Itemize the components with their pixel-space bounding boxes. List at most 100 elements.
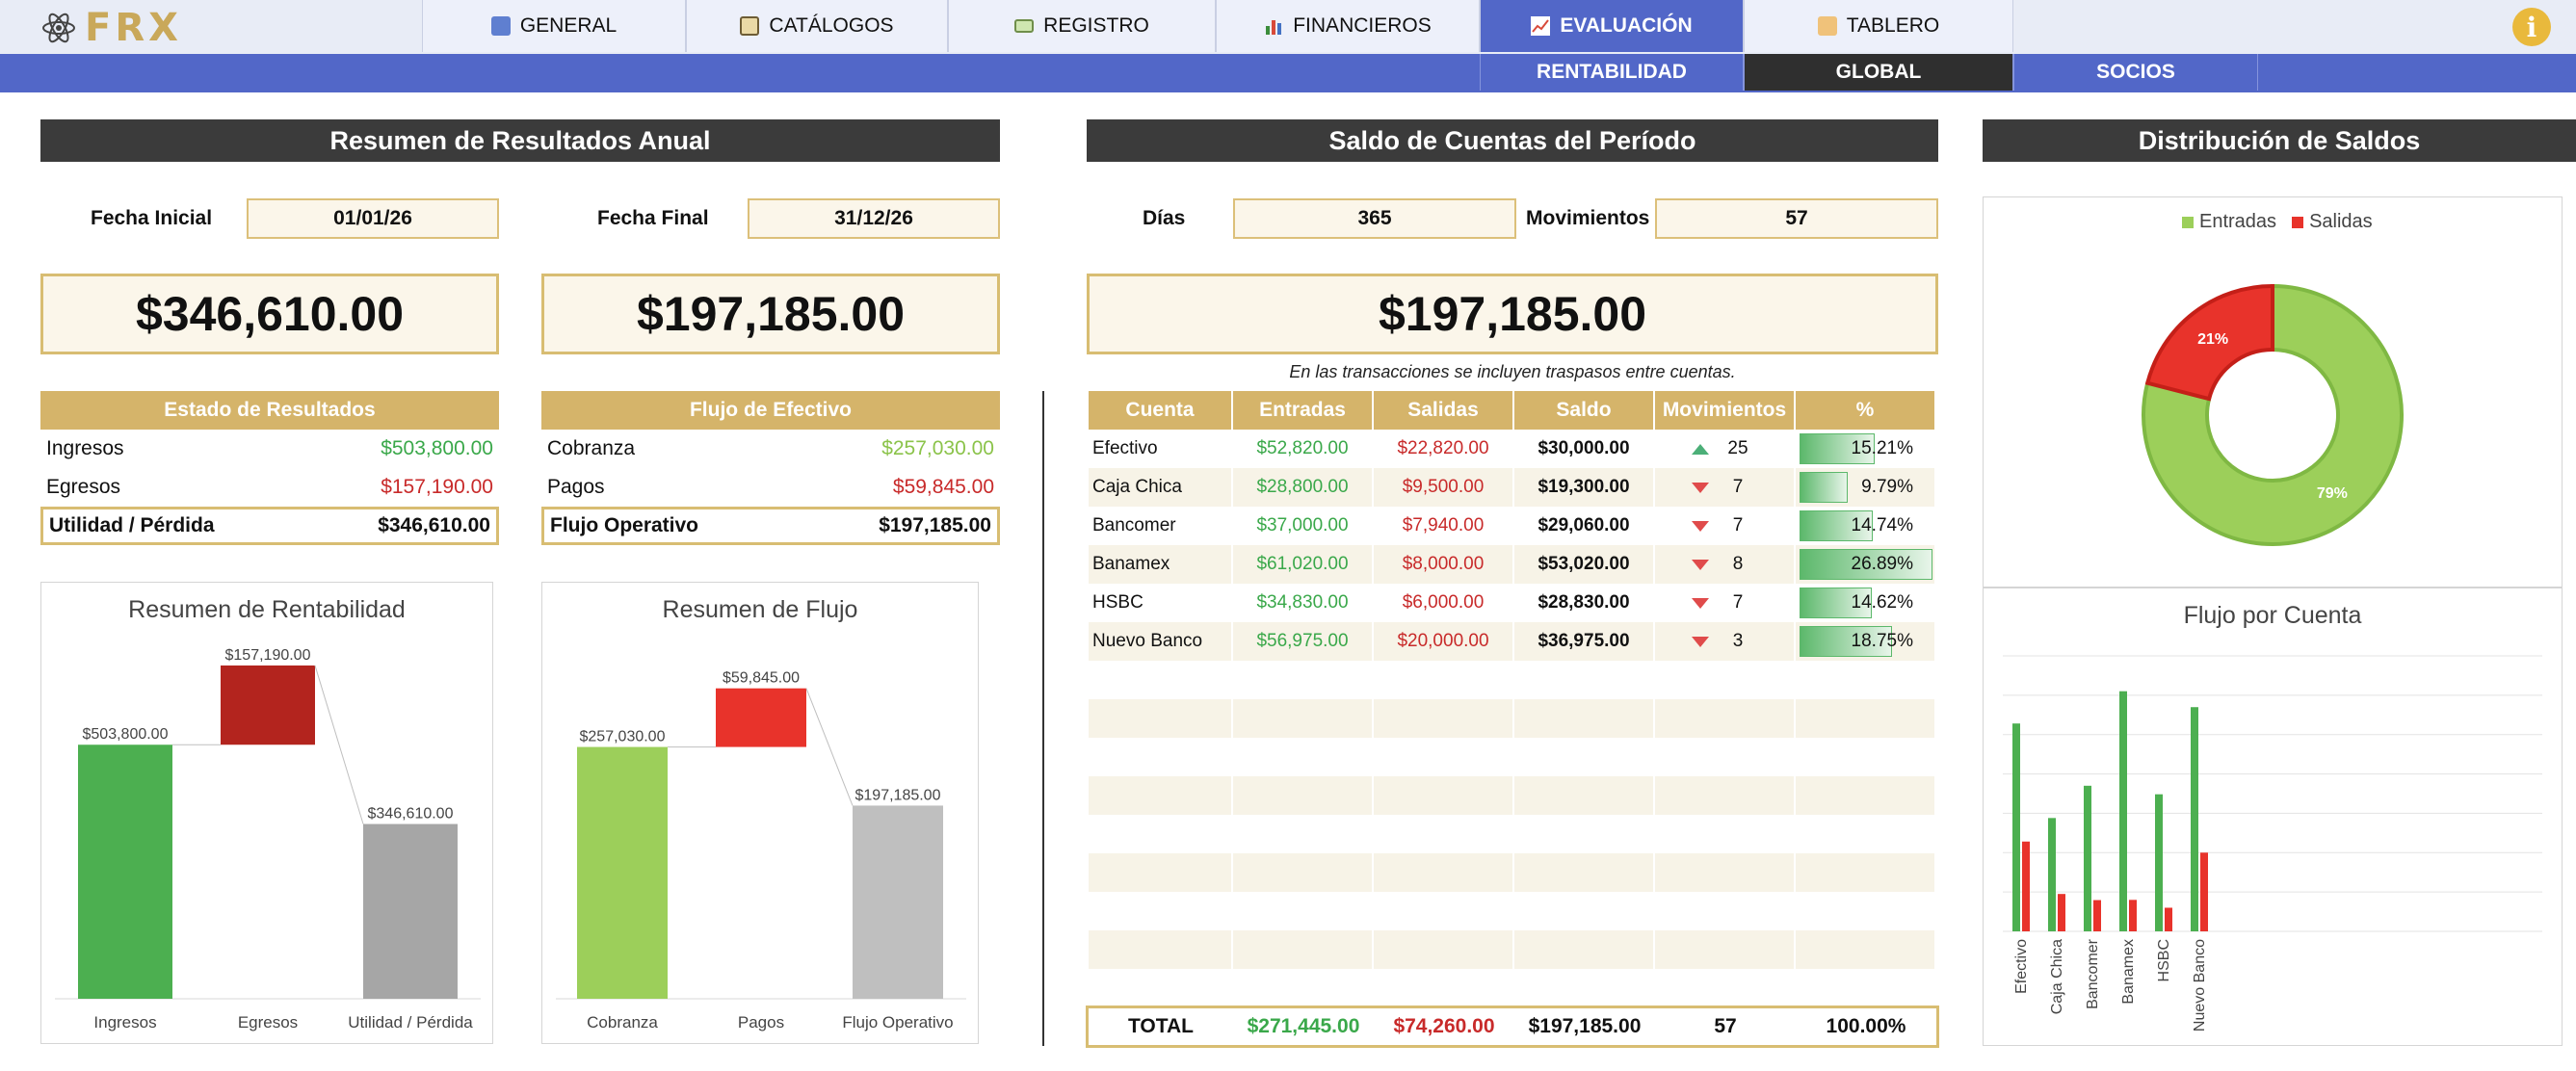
- row-label: Ingresos: [46, 437, 124, 459]
- table-row[interactable]: Banamex $61,020.00 $8,000.00 $53,020.00 8 26.…: [1089, 545, 1936, 584]
- accounts-total-row: TOTAL $271,445.00 $74,260.00 $197,185.00…: [1086, 1006, 1939, 1048]
- rentabilidad-chart: $503,800.00 Ingresos $157,190.00 Egresos $34…: [55, 647, 481, 1032]
- cell-saldo: $19,300.00: [1514, 468, 1655, 507]
- table-row[interactable]: HSBC $34,830.00 $6,000.00 $28,830.00 7 14.62%: [1089, 584, 1936, 622]
- dias-field[interactable]: 365: [1233, 198, 1516, 239]
- total-entradas: $271,445.00: [1247, 1015, 1360, 1037]
- estado-row-total: Utilidad / Pérdida $346,610.00: [40, 507, 499, 545]
- bar-entradas-efectivo: [2012, 723, 2020, 931]
- total-label: TOTAL: [1127, 1015, 1195, 1037]
- tab-catalogos[interactable]: CATÁLOGOS: [686, 0, 948, 52]
- bar-entradas-nuevo-banco: [2191, 707, 2198, 931]
- cell-pct: 14.74%: [1796, 507, 1936, 545]
- bar-salidas-nuevo-banco: [2200, 852, 2208, 931]
- cell-salidas: $22,820.00: [1374, 430, 1514, 468]
- cell-movimientos: 8: [1655, 545, 1796, 584]
- subtab-rentabilidad[interactable]: RENTABILIDAD: [1480, 54, 1744, 91]
- pct-value: 15.21%: [1851, 438, 1913, 458]
- table-row[interactable]: Caja Chica $28,800.00 $9,500.00 $19,300.00 7…: [1089, 468, 1936, 507]
- bar-chart-icon: [1266, 20, 1282, 35]
- pct-value: 26.89%: [1851, 554, 1913, 574]
- table-row[interactable]: Nuevo Banco $56,975.00 $20,000.00 $36,975.0…: [1089, 622, 1936, 661]
- category-label: Ingresos: [93, 1013, 156, 1032]
- pct-data-bar: [1800, 588, 1873, 618]
- cell-saldo: $53,020.00: [1514, 545, 1655, 584]
- tab-general[interactable]: GENERAL: [422, 0, 686, 52]
- flujo-row-pagos: Pagos $59,845.00: [541, 468, 1000, 507]
- info-button-icon[interactable]: i: [2512, 8, 2551, 46]
- flujo-cuenta-chart: Efectivo Caja Chica Bancomer Banamex HSBC Nue…: [2003, 655, 2542, 1032]
- subtab-socios[interactable]: SOCIOS: [2013, 54, 2258, 91]
- cell-movimientos: 7: [1655, 584, 1796, 622]
- estado-row-egresos: Egresos $157,190.00: [40, 468, 499, 507]
- cell-saldo: $28,830.00: [1514, 584, 1655, 622]
- row-label: Egresos: [46, 476, 121, 498]
- line-chart-icon: [1531, 16, 1551, 36]
- utilidad-big-value: $346,610.00: [40, 274, 499, 354]
- mov-count: 7: [1732, 477, 1744, 497]
- bar-salidas-efectivo: [2022, 841, 2030, 931]
- tab-label: CATÁLOGOS: [769, 14, 894, 37]
- row-value: $503,800.00: [381, 437, 493, 459]
- cell-entradas: $52,820.00: [1233, 430, 1374, 468]
- category-label: Egresos: [238, 1013, 298, 1032]
- category-label: Banamex: [2120, 939, 2137, 1005]
- tab-registro[interactable]: REGISTRO: [948, 0, 1216, 52]
- cell-saldo: $29,060.00: [1514, 507, 1655, 545]
- saldo-title: Saldo de Cuentas del Período: [1087, 119, 1938, 162]
- col-movimientos[interactable]: Movimientos: [1655, 391, 1796, 430]
- tab-financieros[interactable]: FINANCIEROS: [1216, 0, 1480, 52]
- cell-pct: 15.21%: [1796, 430, 1936, 468]
- bar-entradas-bancomer: [2084, 785, 2091, 931]
- cell-salidas: $9,500.00: [1374, 468, 1514, 507]
- col-pct[interactable]: %: [1796, 391, 1936, 430]
- flujo-chart-card: Resumen de Flujo $257,030.00 Cobranza $59,…: [541, 582, 979, 1044]
- fecha-final-field[interactable]: 31/12/26: [748, 198, 1000, 239]
- dias-label: Días: [1143, 207, 1186, 229]
- pct-value: 14.74%: [1851, 515, 1913, 536]
- col-entradas[interactable]: Entradas: [1233, 391, 1374, 430]
- distribucion-title: Distribución de Saldos: [1983, 119, 2576, 162]
- col-cuenta[interactable]: Cuenta: [1089, 391, 1233, 430]
- bar-salidas-bancomer: [2093, 900, 2101, 931]
- total-movimientos: 57: [1714, 1015, 1737, 1037]
- row-label: Utilidad / Pérdida: [49, 514, 215, 536]
- fecha-inicial-field[interactable]: 01/01/26: [247, 198, 499, 239]
- cell-cuenta: HSBC: [1089, 584, 1233, 622]
- chart-title: Resumen de Flujo: [662, 596, 858, 623]
- cell-saldo: $30,000.00: [1514, 430, 1655, 468]
- tab-tablero[interactable]: TABLERO: [1744, 0, 2013, 52]
- row-value: $59,845.00: [892, 476, 994, 498]
- slice-salidas: [2144, 283, 2274, 402]
- cell-salidas: $20,000.00: [1374, 622, 1514, 661]
- movimientos-field[interactable]: 57: [1655, 198, 1938, 239]
- tab-evaluacion[interactable]: EVALUACIÓN: [1480, 0, 1744, 52]
- category-label: Pagos: [738, 1013, 784, 1032]
- total-salidas: $74,260.00: [1393, 1015, 1495, 1037]
- empty-row: [1089, 853, 1936, 892]
- cell-cuenta: Efectivo: [1089, 430, 1233, 468]
- total-pct: 100.00%: [1826, 1015, 1906, 1037]
- trend-down-icon: [1692, 559, 1709, 570]
- empty-row: [1089, 930, 1936, 969]
- legend-swatch: [2292, 216, 2304, 228]
- slice-label: 79%: [2317, 485, 2348, 502]
- pct-value: 9.79%: [1861, 477, 1913, 497]
- bar-entradas-hsbc: [2155, 794, 2163, 931]
- pct-value: 18.75%: [1851, 631, 1913, 651]
- table-row[interactable]: Efectivo $52,820.00 $22,820.00 $30,000.00 25…: [1089, 430, 1936, 468]
- data-label: $257,030.00: [580, 729, 666, 745]
- cell-pct: 26.89%: [1796, 545, 1936, 584]
- table-row[interactable]: Bancomer $37,000.00 $7,940.00 $29,060.00 7 14…: [1089, 507, 1936, 545]
- pct-data-bar: [1800, 510, 1873, 541]
- folder-icon: [1817, 16, 1837, 36]
- col-salidas[interactable]: Salidas: [1374, 391, 1514, 430]
- row-label: Pagos: [547, 476, 605, 498]
- app-logo[interactable]: FRX: [40, 4, 182, 52]
- subtab-global[interactable]: GLOBAL: [1744, 54, 2013, 91]
- estado-header: Estado de Resultados: [40, 391, 499, 430]
- col-saldo[interactable]: Saldo: [1514, 391, 1655, 430]
- estado-row-ingresos: Ingresos $503,800.00: [40, 430, 499, 468]
- legend-swatch: [2182, 216, 2194, 228]
- cell-cuenta: Caja Chica: [1089, 468, 1233, 507]
